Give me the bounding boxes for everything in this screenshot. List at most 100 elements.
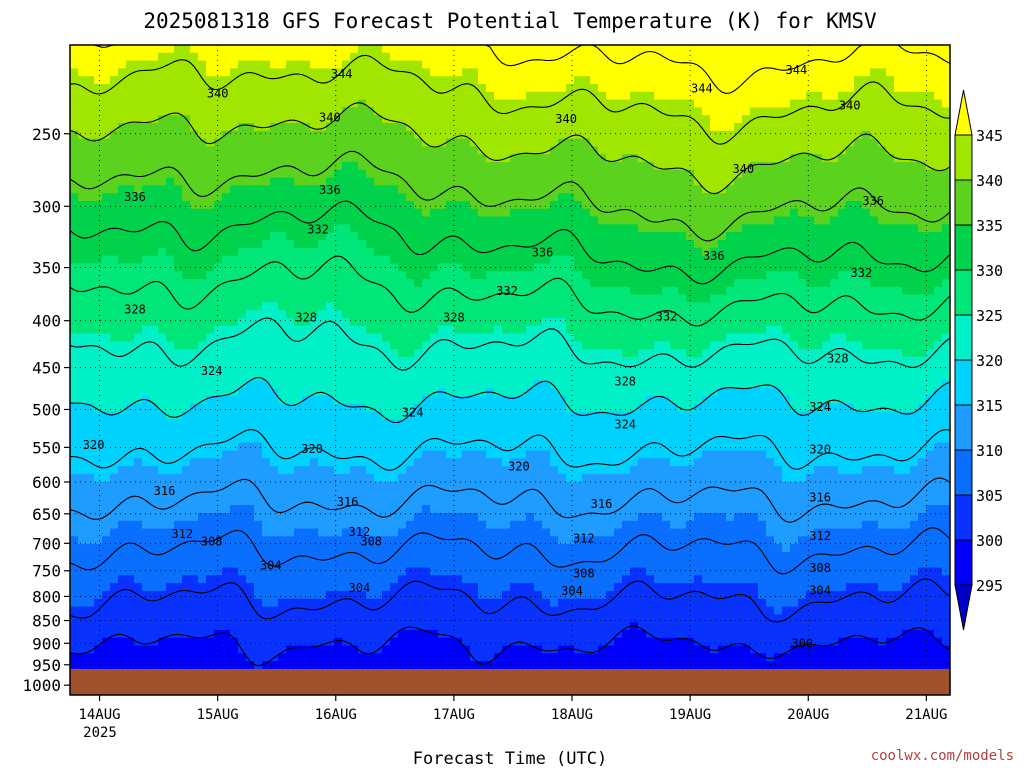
x-tick-label: 14AUG bbox=[78, 707, 120, 723]
y-tick-label: 300 bbox=[32, 197, 61, 216]
colorbar-label: 305 bbox=[976, 487, 1003, 505]
contour-line bbox=[70, 54, 950, 145]
chart-title: 2025081318 GFS Forecast Potential Temper… bbox=[143, 9, 877, 33]
contour-label: 316 bbox=[154, 484, 176, 498]
contour-label: 320 bbox=[508, 459, 530, 473]
contour-label: 332 bbox=[496, 284, 518, 298]
y-tick-label: 1000 bbox=[22, 676, 61, 695]
contour-line bbox=[70, 45, 950, 94]
contour-label: 312 bbox=[573, 532, 595, 546]
colorbar-segment bbox=[954, 224, 973, 271]
colorbar-min-arrow bbox=[954, 584, 973, 631]
grid-lines bbox=[70, 45, 950, 695]
contour-label: 332 bbox=[851, 266, 873, 280]
contour-label: 316 bbox=[809, 491, 831, 505]
colorbar-label: 315 bbox=[976, 397, 1003, 415]
contour-label: 304 bbox=[561, 584, 583, 598]
colorbar-label: 340 bbox=[976, 172, 1003, 190]
contour-lines bbox=[70, 45, 950, 667]
contour-label: 324 bbox=[614, 417, 636, 431]
contour-line bbox=[70, 150, 950, 242]
y-tick-label: 900 bbox=[32, 634, 61, 653]
y-tick-label: 700 bbox=[32, 534, 61, 553]
contour-label: 308 bbox=[573, 566, 595, 580]
contour-label: 336 bbox=[319, 183, 341, 197]
x-tick-label: 16AUG bbox=[315, 707, 357, 723]
contour-label: 328 bbox=[827, 352, 849, 366]
contour-label: 328 bbox=[443, 311, 465, 325]
y-tick-label: 600 bbox=[32, 473, 61, 492]
contour-line bbox=[70, 625, 950, 667]
x-tick-label: 20AUG bbox=[787, 707, 829, 723]
x-tick-label: 15AUG bbox=[197, 707, 239, 723]
colorbar-segment bbox=[954, 404, 973, 451]
contour-label: 304 bbox=[349, 581, 371, 595]
y-tick-label: 350 bbox=[32, 259, 61, 278]
colorbar-label: 300 bbox=[976, 532, 1003, 550]
contour-label: 344 bbox=[691, 81, 713, 95]
y-tick-label: 400 bbox=[32, 312, 61, 331]
contour-label: 308 bbox=[360, 535, 382, 549]
colorbar-segment bbox=[954, 494, 973, 541]
contour-label: 340 bbox=[319, 111, 341, 125]
x-axis-label: Forecast Time (UTC) bbox=[413, 749, 607, 768]
y-tick-label: 650 bbox=[32, 505, 61, 524]
colorbar-label: 325 bbox=[976, 307, 1003, 325]
temperature-bands bbox=[70, 45, 950, 670]
y-axis-ticks: 250 300 350 400 450 500 550 600 650 700 750 800 850 9… bbox=[22, 125, 70, 695]
contour-label: 324 bbox=[201, 364, 223, 378]
site-credit: coolwx.com/models bbox=[871, 748, 1014, 764]
colorbar-segment bbox=[954, 314, 973, 361]
contour-line bbox=[70, 317, 950, 371]
x-tick-label: 19AUG bbox=[669, 707, 711, 723]
plot-frame bbox=[69, 44, 951, 696]
contour-label: 344 bbox=[786, 63, 808, 77]
y-tick-label: 850 bbox=[32, 612, 61, 631]
y-tick-label: 750 bbox=[32, 562, 61, 581]
contour-label: 300 bbox=[791, 636, 813, 650]
y-tick-label: 800 bbox=[32, 587, 61, 606]
colorbar-segment bbox=[954, 269, 973, 316]
contour-label: 328 bbox=[614, 375, 636, 389]
colorbar-label: 320 bbox=[976, 352, 1003, 370]
x-axis-ticks: 14AUG 15AUG 16AUG 17AUG 18AUG 19AUG 20AUG 21AUG bbox=[78, 695, 947, 723]
contour-label: 320 bbox=[301, 442, 323, 456]
contour-label: 332 bbox=[656, 310, 678, 324]
contour-label: 340 bbox=[207, 87, 229, 101]
contour-label: 304 bbox=[260, 558, 282, 572]
contour-label: 324 bbox=[809, 400, 831, 414]
contour-line bbox=[70, 376, 950, 424]
contour-label: 336 bbox=[532, 246, 554, 260]
contour-label: 324 bbox=[402, 406, 424, 420]
y-tick-label: 250 bbox=[32, 125, 61, 144]
contour-label: 340 bbox=[839, 99, 861, 113]
contour-line bbox=[70, 578, 950, 623]
colorbar-max-arrow bbox=[954, 89, 973, 136]
x-tick-label: 18AUG bbox=[551, 707, 593, 723]
contour-label: 320 bbox=[809, 443, 831, 457]
contour-line bbox=[70, 477, 950, 523]
contour-line bbox=[70, 527, 950, 575]
contour-label: 344 bbox=[331, 67, 353, 81]
plot-area: 344 344 344 340 340 340 340 340 336 336 336 336 336 3… bbox=[70, 45, 950, 695]
contour-label: 328 bbox=[124, 303, 146, 317]
contour-label: 316 bbox=[337, 495, 359, 509]
ground-surface bbox=[70, 668, 950, 695]
contour-line bbox=[70, 200, 950, 285]
contour-label: 328 bbox=[295, 311, 317, 325]
contour-label: 336 bbox=[862, 194, 884, 208]
contour-label: 312 bbox=[809, 529, 831, 543]
contour-labels: 344 344 344 340 340 340 340 340 336 336 336 336 336 3… bbox=[83, 63, 884, 650]
contour-label: 312 bbox=[349, 525, 371, 539]
contour-label: 336 bbox=[703, 249, 725, 263]
x-axis-year: 2025 bbox=[83, 725, 117, 741]
contour-label: 336 bbox=[124, 190, 146, 204]
y-tick-label: 550 bbox=[32, 438, 61, 457]
colorbar-segment bbox=[954, 449, 973, 496]
colorbar-label: 330 bbox=[976, 262, 1003, 280]
colorbar-segment bbox=[954, 179, 973, 226]
x-tick-label: 21AUG bbox=[905, 707, 947, 723]
colorbar-label: 335 bbox=[976, 217, 1003, 235]
contour-label: 332 bbox=[307, 223, 329, 237]
